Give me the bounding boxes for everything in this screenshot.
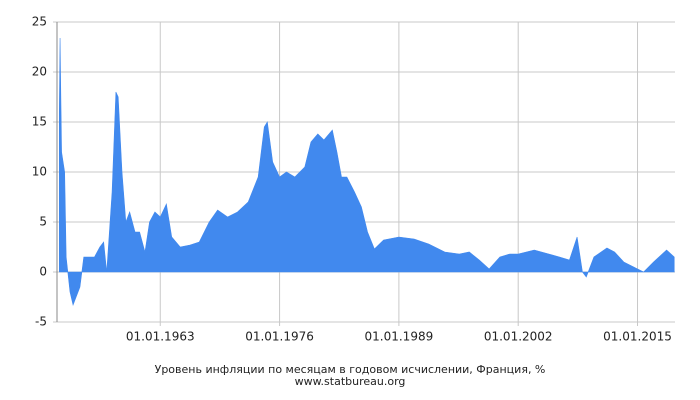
x-tick-label: 01.01.1989 xyxy=(365,330,434,344)
area xyxy=(58,37,675,307)
y-tick-label: 0 xyxy=(39,265,47,279)
y-tick-label: 25 xyxy=(32,15,47,29)
y-tick-label: 20 xyxy=(32,65,47,79)
chart-title: Уровень инфляции по месяцам в годовом ис… xyxy=(155,363,546,376)
x-tick-label: 01.01.1963 xyxy=(126,330,195,344)
x-tick-label: 01.01.2015 xyxy=(603,330,672,344)
y-tick-label: -5 xyxy=(35,315,47,329)
x-tick-label: 01.01.1976 xyxy=(245,330,314,344)
y-tick-label: 10 xyxy=(32,165,47,179)
source: www.statbureau.org xyxy=(295,375,406,388)
x-tick-label: 01.01.2002 xyxy=(484,330,553,344)
y-tick-label: 15 xyxy=(32,115,47,129)
y-tick-label: 5 xyxy=(39,215,47,229)
